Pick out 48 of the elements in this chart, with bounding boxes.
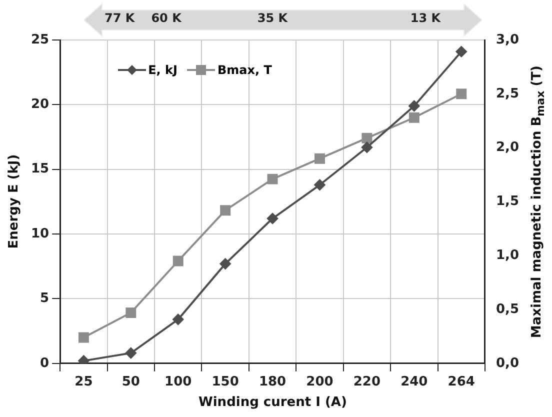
point — [267, 213, 278, 224]
y-tick-label: 25 — [30, 32, 50, 48]
point — [456, 88, 467, 100]
x-axis-title: Winding curent I (A) — [198, 395, 347, 410]
y-tick-label: 20 — [30, 97, 50, 112]
point — [314, 153, 325, 164]
x-tick-label: 200 — [306, 374, 334, 390]
legend-label: E, kJ — [148, 63, 178, 77]
point — [172, 256, 184, 266]
y2-tick-label: 1,5 — [496, 194, 519, 210]
y-axis-title: Energy E (kJ) — [6, 154, 22, 249]
point — [362, 132, 372, 144]
y2-tick-label: 3,0 — [496, 32, 519, 48]
x-tick-label: 180 — [258, 374, 286, 390]
point — [408, 112, 420, 123]
text: 60 K — [151, 11, 182, 25]
x-tick-label: 220 — [353, 374, 381, 390]
text: 77 K — [104, 11, 135, 25]
y2-tick-label: 2,5 — [496, 86, 519, 102]
text: 13 K — [410, 11, 441, 25]
point — [361, 142, 372, 153]
point — [314, 179, 326, 190]
y-tick-label: 10 — [30, 226, 50, 242]
x-tick-label: 150 — [212, 374, 239, 390]
y2-tick-label: 1,0 — [496, 248, 519, 263]
point — [220, 258, 231, 270]
point — [408, 100, 420, 112]
y2-tick-label: 0,0 — [496, 356, 519, 371]
point — [267, 174, 278, 184]
legend-label: Bmax, T — [217, 63, 272, 77]
point — [126, 307, 136, 318]
y2-tick-label: 2,0 — [496, 140, 519, 156]
x-tick-label: 264 — [448, 374, 475, 390]
point — [456, 46, 467, 58]
y-tick-label: 5 — [40, 291, 50, 306]
y-tick-label: 0 — [40, 356, 50, 371]
y2-tick-label: 0,5 — [496, 302, 519, 317]
point — [78, 332, 89, 343]
x-tick-label: 240 — [400, 374, 428, 390]
point — [220, 205, 231, 216]
text: 35 K — [257, 11, 288, 25]
point — [172, 314, 184, 325]
y-tick-label: 15 — [30, 162, 50, 177]
x-tick-label: 25 — [74, 374, 93, 390]
x-tick-label: 100 — [164, 374, 192, 390]
x-tick-label: 50 — [122, 374, 140, 390]
point — [125, 348, 136, 359]
point — [78, 355, 90, 364]
